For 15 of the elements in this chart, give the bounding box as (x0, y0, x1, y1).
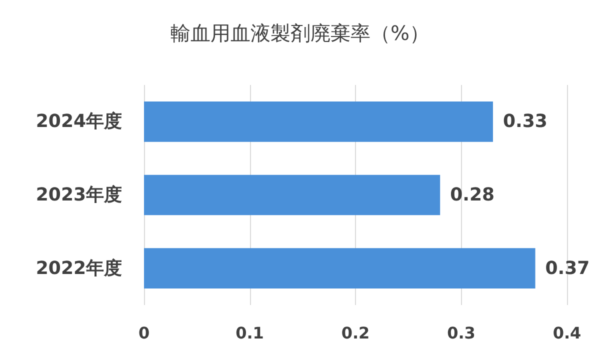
x-tick-label: 0.3 (447, 324, 476, 342)
y-tick-label: 2023年度 (36, 184, 122, 206)
x-tick-label: 0.4 (552, 324, 582, 342)
x-tick-label: 0.2 (341, 324, 370, 342)
data-label: 0.28 (450, 184, 495, 206)
bar (144, 248, 536, 288)
data-label: 0.37 (545, 258, 590, 279)
x-tick-label: 0.1 (236, 324, 264, 342)
bar (144, 102, 493, 142)
bar (144, 174, 440, 216)
x-tick-label: 0 (138, 324, 150, 342)
y-tick-label: 2024年度 (36, 111, 122, 132)
y-tick-label: 2022年度 (36, 258, 122, 279)
chart-title: 輸血用血液製剤廃棄率（%） (170, 21, 430, 45)
data-label: 0.33 (502, 111, 548, 132)
